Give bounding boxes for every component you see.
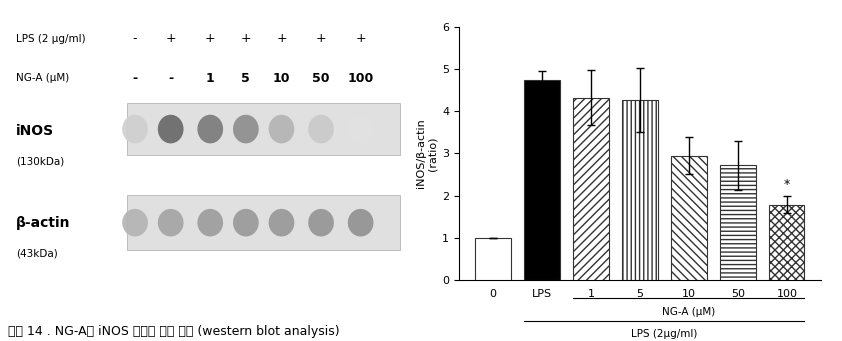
Text: +: +	[165, 32, 176, 45]
Ellipse shape	[197, 115, 223, 144]
Text: NG-A (μM): NG-A (μM)	[663, 307, 716, 317]
Ellipse shape	[233, 209, 258, 237]
Text: +: +	[355, 32, 366, 45]
Text: -: -	[132, 72, 137, 85]
Text: 10: 10	[273, 72, 290, 85]
Bar	[127, 195, 400, 250]
Bar	[770, 205, 804, 280]
Ellipse shape	[122, 115, 148, 144]
Bar	[622, 100, 658, 280]
Text: 그림 14 . NG-A의 iNOS 단백질 발현 저해 (western blot analysis): 그림 14 . NG-A의 iNOS 단백질 발현 저해 (western bl…	[8, 325, 340, 338]
Ellipse shape	[197, 209, 223, 237]
Text: 5: 5	[242, 72, 250, 85]
Text: -: -	[133, 32, 137, 45]
Text: +: +	[276, 32, 287, 45]
Bar	[671, 155, 706, 280]
Text: *: *	[784, 178, 790, 191]
Ellipse shape	[308, 115, 334, 144]
Text: -: -	[168, 72, 173, 85]
Text: +: +	[205, 32, 216, 45]
Ellipse shape	[157, 115, 184, 144]
Bar	[573, 98, 609, 280]
Text: β-actin: β-actin	[16, 216, 71, 230]
Text: LPS (2 μg/ml): LPS (2 μg/ml)	[16, 33, 86, 44]
Y-axis label: iNOS/β-actin
(ratio): iNOS/β-actin (ratio)	[416, 119, 438, 188]
Ellipse shape	[269, 115, 295, 144]
Text: 100: 100	[348, 72, 374, 85]
Text: 50: 50	[312, 72, 330, 85]
Text: iNOS: iNOS	[16, 123, 55, 138]
Bar	[476, 238, 510, 280]
Ellipse shape	[308, 209, 334, 237]
Ellipse shape	[122, 209, 148, 237]
Ellipse shape	[348, 209, 374, 237]
Ellipse shape	[233, 115, 258, 144]
Bar	[720, 165, 755, 280]
Ellipse shape	[348, 115, 374, 144]
Text: (43kDa): (43kDa)	[16, 248, 58, 258]
Text: LPS (2μg/ml): LPS (2μg/ml)	[632, 329, 698, 339]
Text: 1: 1	[206, 72, 215, 85]
Ellipse shape	[269, 209, 295, 237]
Text: +: +	[316, 32, 327, 45]
Ellipse shape	[157, 209, 184, 237]
Bar	[127, 103, 400, 155]
Text: (130kDa): (130kDa)	[16, 156, 65, 166]
Bar	[525, 80, 560, 280]
Text: +: +	[241, 32, 251, 45]
Text: NG-A (μM): NG-A (μM)	[16, 73, 70, 84]
